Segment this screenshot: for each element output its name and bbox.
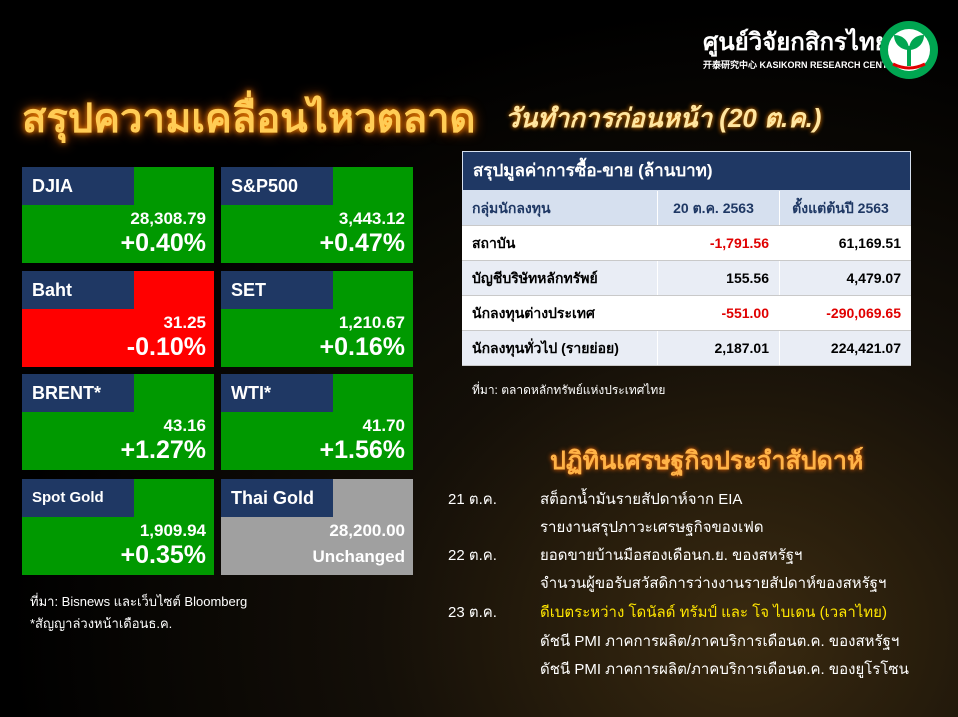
tile-change: +0.16% <box>319 333 406 361</box>
table-row: นักลงทุนต่างประเทศ -551.00 -290,069.65 <box>462 296 911 331</box>
tile-change: +1.27% <box>120 436 207 464</box>
row-day-value: -1,791.56 <box>657 226 779 260</box>
tile-sp500: S&P500 3,443.12 +0.47% <box>221 167 413 263</box>
table-source-note: ที่มา: ตลาดหลักทรัพย์แห่งประเทศไทย <box>472 383 666 397</box>
tile-change: +0.40% <box>120 229 207 257</box>
table-row: สถาบัน -1,791.56 61,169.51 <box>462 226 911 261</box>
calendar-item: รายงานสรุปภาวะเศรษฐกิจของเฟด <box>540 519 764 536</box>
tile-label: S&P500 <box>221 167 333 205</box>
calendar-item: จำนวนผู้ขอรับสวัสดิการว่างงานรายสัปดาห์ข… <box>540 575 887 592</box>
tile-value: 3,443.12 <box>338 209 405 228</box>
tile-value: 43.16 <box>163 416 206 435</box>
tile-value: 31.25 <box>163 313 206 332</box>
column-header: 20 ต.ค. 2563 <box>657 191 779 225</box>
calendar-date: 21 ต.ค. <box>448 491 497 508</box>
calendar-date: 23 ต.ค. <box>448 604 497 621</box>
tile-spot-gold: Spot Gold 1,909.94 +0.35% <box>22 479 214 575</box>
logo-name: ศูนย์วิจัยกสิกรไทย <box>703 29 889 56</box>
tile-label: BRENT* <box>22 374 134 412</box>
tile-wti: WTI* 41.70 +1.56% <box>221 374 413 470</box>
calendar-title: ปฏิทินเศรษฐกิจประจำสัปดาห์ <box>550 447 864 475</box>
tile-set: SET 1,210.67 +0.16% <box>221 271 413 367</box>
table-row: นักลงทุนทั่วไป (รายย่อย) 2,187.01 224,42… <box>462 331 911 366</box>
kasikorn-research-logo: ศูนย์วิจัยกสิกรไทย 开泰研究中心 KASIKORN RESEA… <box>703 20 941 80</box>
tile-label: Thai Gold <box>221 479 333 517</box>
row-day-value: -551.00 <box>657 296 779 330</box>
page-subtitle: วันทำการก่อนหน้า (20 ต.ค.) <box>505 103 822 133</box>
tile-baht: Baht 31.25 -0.10% <box>22 271 214 367</box>
row-ytd-value: 61,169.51 <box>779 226 911 260</box>
calendar-item: ดัชนี PMI ภาคการผลิต/ภาคบริการเดือนต.ค. … <box>540 633 900 650</box>
calendar-item: ยอดขายบ้านมือสองเดือนก.ย. ของสหรัฐฯ <box>540 547 803 564</box>
tile-change: +0.35% <box>120 541 207 569</box>
row-day-value: 2,187.01 <box>657 331 779 365</box>
tile-label: SET <box>221 271 333 309</box>
row-ytd-value: 4,479.07 <box>779 261 911 295</box>
trade-summary-table: สรุปมูลค่าการซื้อ-ขาย (ล้านบาท) กลุ่มนัก… <box>462 151 911 366</box>
tile-label: DJIA <box>22 167 134 205</box>
row-ytd-value: -290,069.65 <box>779 296 911 330</box>
logo-subname: 开泰研究中心 KASIKORN RESEARCH CENTER <box>703 60 901 70</box>
tile-label: Baht <box>22 271 134 309</box>
tile-label: Spot Gold <box>22 479 134 517</box>
tile-change: -0.10% <box>126 333 206 361</box>
tile-label: WTI* <box>221 374 333 412</box>
tile-value: 1,909.94 <box>139 521 206 540</box>
calendar-item-highlight: ดีเบตระหว่าง โดนัลด์ ทรัมป์ และ โจ ไบเดน… <box>540 604 887 621</box>
row-group: บัญชีบริษัทหลักทรัพย์ <box>472 270 598 286</box>
calendar-item: สต็อกน้ำมันรายสัปดาห์จาก EIA <box>540 491 743 508</box>
table-row: บัญชีบริษัทหลักทรัพย์ 155.56 4,479.07 <box>462 261 911 296</box>
calendar-date: 22 ต.ค. <box>448 547 497 564</box>
left-source-note: ที่มา: Bisnews และเว็บไซต์ Bloomberg <box>30 594 248 609</box>
column-header: กลุ่มนักลงทุน <box>472 200 551 216</box>
row-group: นักลงทุนทั่วไป (รายย่อย) <box>472 340 619 356</box>
kasikorn-leaf-icon <box>880 21 938 79</box>
tile-thai-gold: Thai Gold 28,200.00 Unchanged <box>221 479 413 575</box>
table-header-row: กลุ่มนักลงทุน 20 ต.ค. 2563 ตั้งแต่ต้นปี … <box>462 191 911 226</box>
tile-change: +0.47% <box>319 229 406 257</box>
page-title: สรุปความเคลื่อนไหวตลาด <box>22 97 476 141</box>
column-header: ตั้งแต่ต้นปี 2563 <box>779 191 911 225</box>
tile-value: 41.70 <box>362 416 405 435</box>
tile-change: Unchanged <box>312 547 405 566</box>
tile-value: 28,200.00 <box>329 521 405 540</box>
tile-change: +1.56% <box>319 436 406 464</box>
left-footnote: *สัญญาล่วงหน้าเดือนธ.ค. <box>30 616 173 631</box>
calendar-item: ดัชนี PMI ภาคการผลิต/ภาคบริการเดือนต.ค. … <box>540 661 909 678</box>
tile-djia: DJIA 28,308.79 +0.40% <box>22 167 214 263</box>
row-group: สถาบัน <box>472 235 516 251</box>
table-title: สรุปมูลค่าการซื้อ-ขาย (ล้านบาท) <box>462 151 911 191</box>
row-ytd-value: 224,421.07 <box>779 331 911 365</box>
row-group: นักลงทุนต่างประเทศ <box>472 305 595 321</box>
tile-value: 1,210.67 <box>338 313 405 332</box>
row-day-value: 155.56 <box>657 261 779 295</box>
tile-brent: BRENT* 43.16 +1.27% <box>22 374 214 470</box>
tile-value: 28,308.79 <box>130 209 206 228</box>
